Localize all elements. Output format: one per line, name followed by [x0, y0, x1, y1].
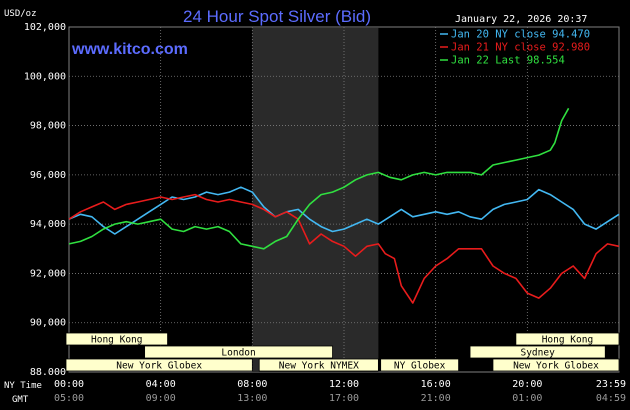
- session-label: New York Globex: [513, 361, 599, 372]
- x-tick-ny: 08:00: [237, 379, 267, 390]
- x-tick-ny: 04:00: [146, 379, 176, 390]
- y-tick-label: 94,000: [30, 219, 66, 230]
- session-bar: [258, 358, 379, 372]
- x-tick-ny: 16:00: [421, 379, 451, 390]
- session-bar: [492, 358, 620, 372]
- session-bar: [65, 332, 168, 346]
- session-label: New York Globex: [116, 361, 202, 372]
- y-tick-label: 100,000: [24, 71, 66, 82]
- session-label: NY Globex: [394, 361, 446, 372]
- session-label: New York NYMEX: [279, 361, 359, 372]
- y-tick-label: 90,000: [30, 318, 66, 329]
- unit-label: USD/oz: [4, 9, 37, 19]
- x-tick-gmt: 01:00: [512, 393, 542, 404]
- y-tick-label: 96,000: [30, 170, 66, 181]
- series-line-jan20: [68, 186, 620, 235]
- series-line-jan21: [68, 193, 620, 304]
- x-tick-gmt: 13:00: [237, 393, 267, 404]
- x-tick-gmt: 05:00: [54, 393, 84, 404]
- x-tick-gmt: 04:59: [596, 393, 626, 404]
- y-tick-label: 88.000: [30, 367, 66, 378]
- gmt-label: GMT: [12, 395, 29, 405]
- x-tick-gmt: 17:00: [329, 393, 359, 404]
- session-bar: [65, 358, 253, 372]
- x-tick-ny: 12:00: [329, 379, 359, 390]
- session-label: Sydney: [520, 348, 555, 359]
- session-bar: [144, 345, 333, 359]
- x-tick-gmt: 09:00: [146, 393, 176, 404]
- session-label: Hong Kong: [542, 335, 593, 346]
- x-tick-ny: 20:00: [512, 379, 542, 390]
- legend-entry-jan21: Jan 21 NY close 92.980: [451, 42, 590, 54]
- session-bar: [380, 358, 459, 372]
- y-tick-label: 98,000: [30, 121, 66, 132]
- chart-title: 24 Hour Spot Silver (Bid): [183, 7, 371, 26]
- session-label: Hong Kong: [91, 335, 142, 346]
- x-tick-ny: 00:00: [54, 379, 84, 390]
- session-bar: [515, 332, 620, 346]
- series-line-jan22: [68, 107, 570, 250]
- legend-entry-jan22: Jan 22 Last 98.554: [451, 55, 565, 67]
- legend-entry-jan20: Jan 20 NY close 94.470: [451, 29, 590, 41]
- x-tick-ny: 23:59: [596, 379, 626, 390]
- session-bar: [469, 345, 606, 359]
- y-tick-label: 92,000: [30, 268, 66, 279]
- website-label: www.kitco.com: [71, 41, 188, 58]
- session-label: London: [221, 348, 255, 359]
- ny-time-label: NY Time: [4, 381, 42, 391]
- timestamp: January 22, 2026 20:37: [455, 14, 587, 25]
- y-tick-label: 102,000: [24, 22, 66, 33]
- x-tick-gmt: 21:00: [421, 393, 451, 404]
